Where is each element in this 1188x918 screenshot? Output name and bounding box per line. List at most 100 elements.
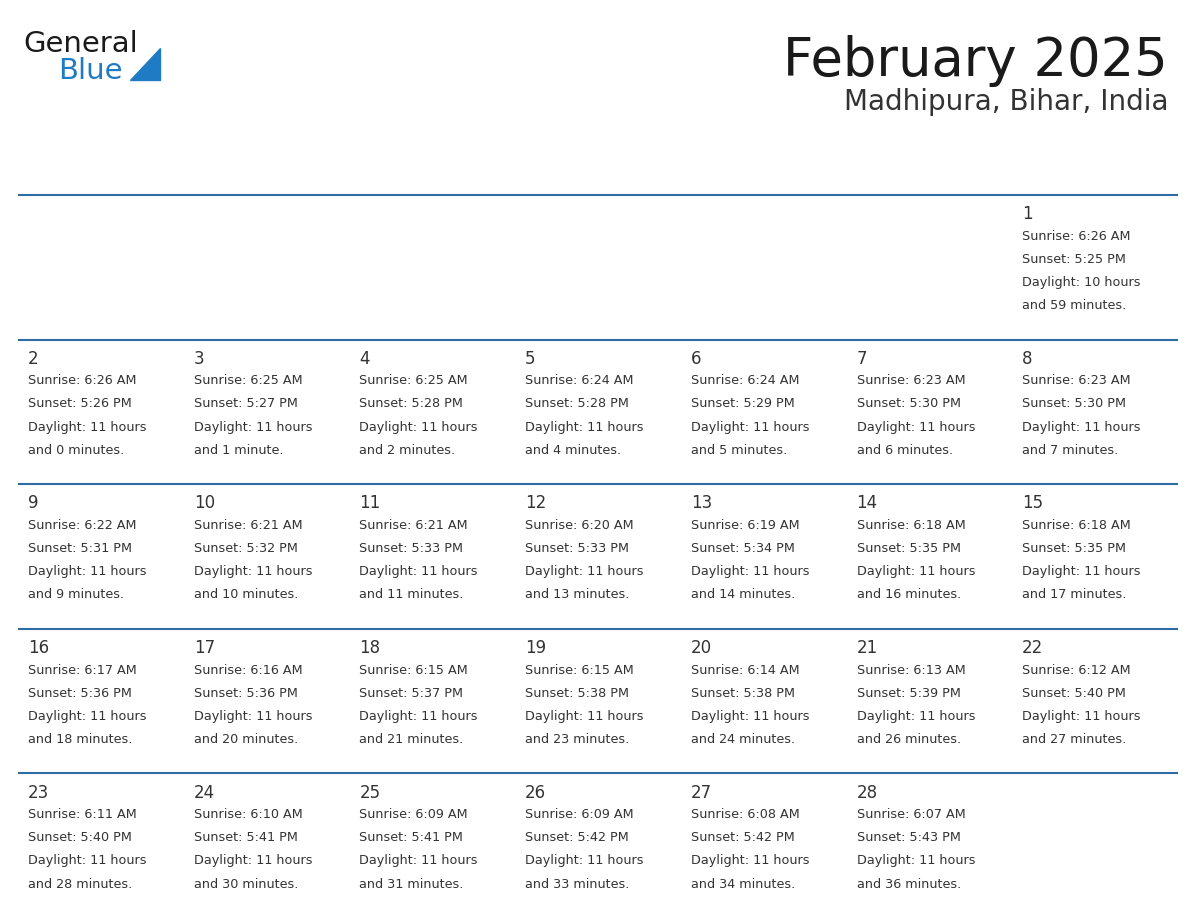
Text: Daylight: 11 hours: Daylight: 11 hours — [29, 710, 146, 722]
Text: Sunrise: 6:15 AM: Sunrise: 6:15 AM — [525, 664, 634, 677]
Text: Daylight: 11 hours: Daylight: 11 hours — [857, 855, 975, 868]
Text: and 59 minutes.: and 59 minutes. — [1022, 299, 1126, 312]
Text: Sunset: 5:42 PM: Sunset: 5:42 PM — [690, 831, 795, 845]
Text: and 18 minutes.: and 18 minutes. — [29, 733, 132, 746]
Text: Sunset: 5:40 PM: Sunset: 5:40 PM — [29, 831, 132, 845]
Text: and 2 minutes.: and 2 minutes. — [360, 443, 455, 457]
Text: Saturday: Saturday — [1024, 167, 1097, 183]
Text: Sunset: 5:36 PM: Sunset: 5:36 PM — [194, 687, 297, 700]
Text: Sunset: 5:35 PM: Sunset: 5:35 PM — [1022, 542, 1126, 555]
Text: Daylight: 11 hours: Daylight: 11 hours — [857, 565, 975, 578]
Text: Sunrise: 6:16 AM: Sunrise: 6:16 AM — [194, 664, 302, 677]
Text: and 4 minutes.: and 4 minutes. — [525, 443, 621, 457]
Text: 20: 20 — [690, 639, 712, 657]
Text: Sunrise: 6:25 AM: Sunrise: 6:25 AM — [360, 375, 468, 387]
Text: and 10 minutes.: and 10 minutes. — [194, 588, 298, 601]
Text: February 2025: February 2025 — [783, 35, 1168, 87]
Text: Daylight: 11 hours: Daylight: 11 hours — [857, 710, 975, 722]
Text: and 17 minutes.: and 17 minutes. — [1022, 588, 1126, 601]
Text: Daylight: 11 hours: Daylight: 11 hours — [194, 855, 312, 868]
Text: Daylight: 11 hours: Daylight: 11 hours — [194, 565, 312, 578]
Text: 14: 14 — [857, 494, 878, 512]
Text: Daylight: 11 hours: Daylight: 11 hours — [1022, 565, 1140, 578]
Text: 1: 1 — [1022, 205, 1032, 223]
Text: Sunset: 5:27 PM: Sunset: 5:27 PM — [194, 397, 297, 410]
Text: Daylight: 11 hours: Daylight: 11 hours — [1022, 710, 1140, 722]
Text: Daylight: 11 hours: Daylight: 11 hours — [29, 855, 146, 868]
Text: 18: 18 — [360, 639, 380, 657]
Text: and 21 minutes.: and 21 minutes. — [360, 733, 463, 746]
Text: Sunrise: 6:20 AM: Sunrise: 6:20 AM — [525, 519, 633, 532]
Text: Sunset: 5:40 PM: Sunset: 5:40 PM — [1022, 687, 1126, 700]
Text: Daylight: 11 hours: Daylight: 11 hours — [1022, 420, 1140, 433]
Text: Friday: Friday — [858, 167, 908, 183]
Text: 17: 17 — [194, 639, 215, 657]
Text: and 30 minutes.: and 30 minutes. — [194, 878, 298, 890]
Text: Sunset: 5:43 PM: Sunset: 5:43 PM — [857, 831, 960, 845]
Text: 21: 21 — [857, 639, 878, 657]
Text: 10: 10 — [194, 494, 215, 512]
Text: Sunrise: 6:17 AM: Sunrise: 6:17 AM — [29, 664, 137, 677]
Text: General: General — [23, 30, 138, 58]
Text: Sunset: 5:31 PM: Sunset: 5:31 PM — [29, 542, 132, 555]
Text: Sunset: 5:26 PM: Sunset: 5:26 PM — [29, 397, 132, 410]
Text: Sunset: 5:25 PM: Sunset: 5:25 PM — [1022, 252, 1126, 266]
Text: Daylight: 11 hours: Daylight: 11 hours — [360, 855, 478, 868]
Text: 13: 13 — [690, 494, 712, 512]
Text: 19: 19 — [525, 639, 546, 657]
Polygon shape — [129, 48, 160, 80]
Text: Thursday: Thursday — [693, 167, 767, 183]
Text: Sunrise: 6:13 AM: Sunrise: 6:13 AM — [857, 664, 966, 677]
Text: 12: 12 — [525, 494, 546, 512]
Text: Sunset: 5:30 PM: Sunset: 5:30 PM — [1022, 397, 1126, 410]
Text: Sunset: 5:33 PM: Sunset: 5:33 PM — [360, 542, 463, 555]
Text: Daylight: 11 hours: Daylight: 11 hours — [525, 855, 644, 868]
Text: Sunset: 5:41 PM: Sunset: 5:41 PM — [360, 831, 463, 845]
Text: Sunset: 5:38 PM: Sunset: 5:38 PM — [690, 687, 795, 700]
Text: Sunrise: 6:26 AM: Sunrise: 6:26 AM — [1022, 230, 1131, 242]
Text: Sunrise: 6:10 AM: Sunrise: 6:10 AM — [194, 808, 303, 821]
Text: and 13 minutes.: and 13 minutes. — [525, 588, 630, 601]
Text: Sunrise: 6:26 AM: Sunrise: 6:26 AM — [29, 375, 137, 387]
Text: Daylight: 11 hours: Daylight: 11 hours — [29, 420, 146, 433]
Text: and 6 minutes.: and 6 minutes. — [857, 443, 953, 457]
Text: 27: 27 — [690, 784, 712, 801]
Text: 2: 2 — [29, 350, 38, 368]
Text: Sunset: 5:28 PM: Sunset: 5:28 PM — [525, 397, 628, 410]
Text: and 34 minutes.: and 34 minutes. — [690, 878, 795, 890]
Text: Sunset: 5:38 PM: Sunset: 5:38 PM — [525, 687, 630, 700]
Text: Sunset: 5:41 PM: Sunset: 5:41 PM — [194, 831, 297, 845]
Text: 4: 4 — [360, 350, 369, 368]
Text: Daylight: 11 hours: Daylight: 11 hours — [360, 710, 478, 722]
Text: Sunrise: 6:18 AM: Sunrise: 6:18 AM — [1022, 519, 1131, 532]
Text: 11: 11 — [360, 494, 380, 512]
Text: 8: 8 — [1022, 350, 1032, 368]
Text: Sunrise: 6:12 AM: Sunrise: 6:12 AM — [1022, 664, 1131, 677]
Text: Daylight: 11 hours: Daylight: 11 hours — [29, 565, 146, 578]
Text: Daylight: 10 hours: Daylight: 10 hours — [1022, 276, 1140, 289]
Text: 15: 15 — [1022, 494, 1043, 512]
Text: 23: 23 — [29, 784, 49, 801]
Text: Sunset: 5:42 PM: Sunset: 5:42 PM — [525, 831, 628, 845]
Text: 7: 7 — [857, 350, 867, 368]
Text: Sunrise: 6:19 AM: Sunrise: 6:19 AM — [690, 519, 800, 532]
Text: Sunrise: 6:11 AM: Sunrise: 6:11 AM — [29, 808, 137, 821]
Text: Sunday: Sunday — [30, 167, 90, 183]
Text: Monday: Monday — [195, 167, 259, 183]
Text: 3: 3 — [194, 350, 204, 368]
Text: Daylight: 11 hours: Daylight: 11 hours — [690, 710, 809, 722]
Text: and 36 minutes.: and 36 minutes. — [857, 878, 961, 890]
Text: Sunrise: 6:14 AM: Sunrise: 6:14 AM — [690, 664, 800, 677]
Text: and 26 minutes.: and 26 minutes. — [857, 733, 961, 746]
Text: Blue: Blue — [58, 57, 122, 85]
Text: Daylight: 11 hours: Daylight: 11 hours — [194, 420, 312, 433]
Text: Sunset: 5:32 PM: Sunset: 5:32 PM — [194, 542, 297, 555]
Text: Daylight: 11 hours: Daylight: 11 hours — [360, 565, 478, 578]
Text: Daylight: 11 hours: Daylight: 11 hours — [194, 710, 312, 722]
Text: Madhipura, Bihar, India: Madhipura, Bihar, India — [843, 88, 1168, 116]
Text: and 24 minutes.: and 24 minutes. — [690, 733, 795, 746]
Text: and 0 minutes.: and 0 minutes. — [29, 443, 125, 457]
Text: and 9 minutes.: and 9 minutes. — [29, 588, 124, 601]
Text: 16: 16 — [29, 639, 49, 657]
Text: 24: 24 — [194, 784, 215, 801]
